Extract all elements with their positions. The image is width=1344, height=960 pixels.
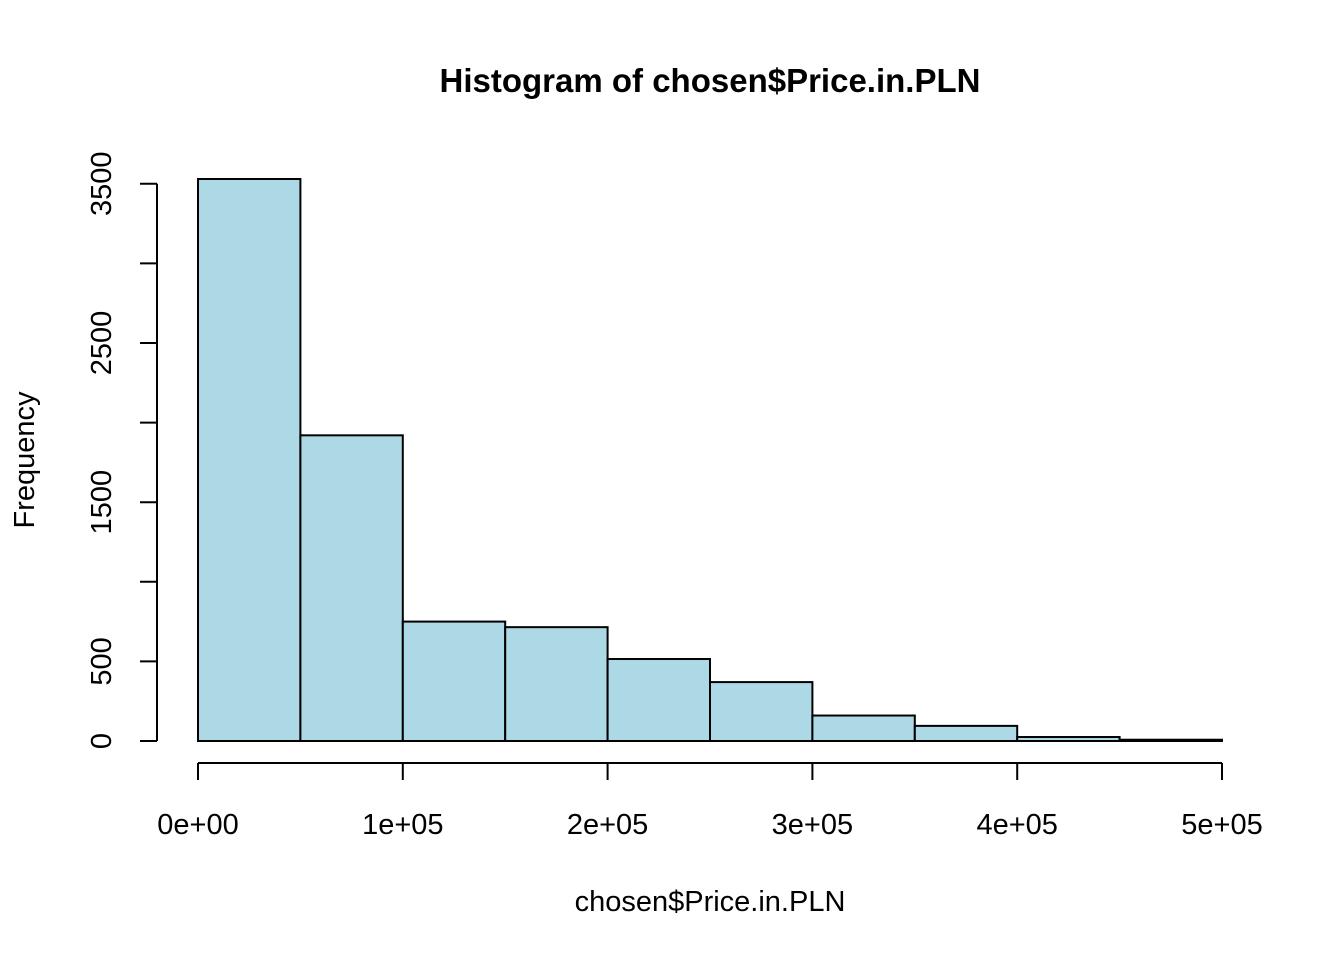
x-tick-label: 3e+05 [772, 809, 853, 841]
histogram-bar [504, 626, 609, 742]
histogram-bar [709, 681, 814, 743]
histogram-bar [811, 714, 916, 743]
x-axis: 0e+00 1e+05 2e+05 3e+05 4e+05 5e+05 [157, 762, 1263, 841]
y-tick-label: 3500 [86, 152, 118, 217]
y-tick-label: 0 [86, 733, 118, 749]
histogram-bar [1016, 736, 1121, 743]
histogram-bar [401, 620, 507, 743]
chart-title: Histogram of chosen$Price.in.PLN [440, 62, 981, 99]
histogram-bar [299, 434, 404, 742]
y-tick-label: 2500 [86, 311, 118, 376]
x-axis-title: chosen$Price.in.PLN [575, 886, 846, 918]
histogram-bar [1118, 738, 1223, 742]
bars-group [197, 178, 1223, 743]
y-axis: 0 500 1500 2500 3500 [86, 152, 158, 749]
y-tick-label: 1500 [86, 470, 118, 535]
y-tick-label: 500 [86, 637, 118, 685]
histogram-bar [913, 724, 1019, 743]
histogram-bar [606, 658, 711, 742]
x-tick-label: 2e+05 [567, 809, 648, 841]
x-tick-label: 5e+05 [1181, 809, 1262, 841]
x-tick-label: 1e+05 [362, 809, 443, 841]
x-tick-label: 0e+00 [157, 809, 238, 841]
histogram-bar [197, 178, 302, 742]
x-tick-label: 4e+05 [976, 809, 1057, 841]
y-axis-title: Frequency [9, 391, 41, 529]
